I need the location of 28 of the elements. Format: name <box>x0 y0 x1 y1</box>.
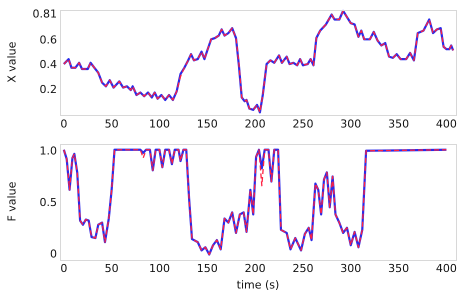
y-tick-label: 0.4 <box>40 58 57 72</box>
y-tick-label: 0.81 <box>32 7 57 20</box>
y-tick-label: 1.0 <box>40 144 57 158</box>
x-tick-label: 50 <box>104 117 119 130</box>
x-tick-label: 350 <box>388 262 410 276</box>
x-tick-label: 0 <box>60 262 68 276</box>
x-tick-label: 100 <box>148 262 170 276</box>
x-tick-label: 250 <box>292 117 314 130</box>
y-tick-label: 0 <box>50 247 57 260</box>
x-tick-label: 0 <box>60 117 68 130</box>
x-axis-title: time (s) <box>236 278 280 292</box>
x-tick-label: 200 <box>244 262 266 276</box>
y-tick-label: 0.6 <box>40 33 57 46</box>
x-tick-label: 300 <box>340 262 362 276</box>
x-tick-label: 400 <box>436 117 457 130</box>
x-tick-label: 300 <box>340 117 362 130</box>
x-tick-label: 100 <box>148 117 170 130</box>
y-axis-title: F value <box>5 181 18 222</box>
x-tick-label: 250 <box>292 262 314 276</box>
x-tick-label: 150 <box>196 117 218 130</box>
x-tick-label: 50 <box>104 262 119 276</box>
y-axis-title: X value <box>5 41 18 83</box>
x-tick-label: 400 <box>436 262 457 276</box>
x-tick-label: 150 <box>196 262 218 276</box>
y-tick-label: 0.2 <box>40 82 57 96</box>
y-tick-label: 0.5 <box>40 196 57 209</box>
x-tick-label: 350 <box>388 117 410 130</box>
x-tick-label: 200 <box>244 117 266 130</box>
